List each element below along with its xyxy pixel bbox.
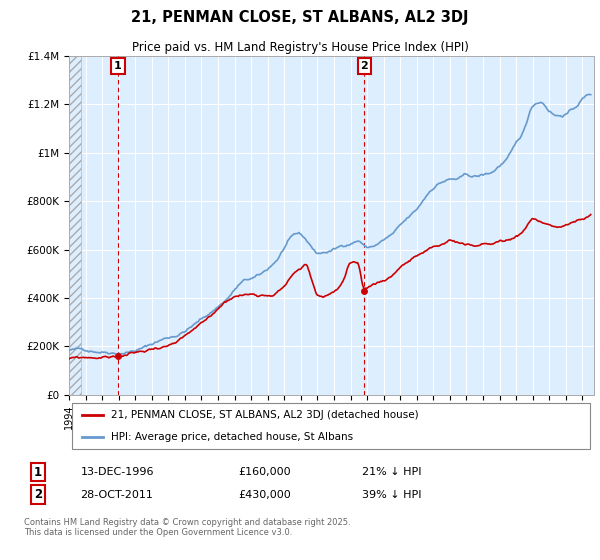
Text: 2: 2 xyxy=(361,61,368,71)
Text: 21, PENMAN CLOSE, ST ALBANS, AL2 3DJ (detached house): 21, PENMAN CLOSE, ST ALBANS, AL2 3DJ (de… xyxy=(111,410,419,420)
Text: 2: 2 xyxy=(34,488,42,501)
Text: 28-OCT-2011: 28-OCT-2011 xyxy=(80,489,153,500)
Text: Contains HM Land Registry data © Crown copyright and database right 2025.
This d: Contains HM Land Registry data © Crown c… xyxy=(24,518,350,537)
Text: 21% ↓ HPI: 21% ↓ HPI xyxy=(362,467,422,477)
Text: 13-DEC-1996: 13-DEC-1996 xyxy=(80,467,154,477)
Text: 21, PENMAN CLOSE, ST ALBANS, AL2 3DJ: 21, PENMAN CLOSE, ST ALBANS, AL2 3DJ xyxy=(131,11,469,25)
Text: 1: 1 xyxy=(34,465,42,479)
Text: 1: 1 xyxy=(114,61,122,71)
FancyBboxPatch shape xyxy=(71,404,590,449)
Text: HPI: Average price, detached house, St Albans: HPI: Average price, detached house, St A… xyxy=(111,432,353,442)
Text: £160,000: £160,000 xyxy=(238,467,291,477)
Text: 39% ↓ HPI: 39% ↓ HPI xyxy=(362,489,422,500)
Text: £430,000: £430,000 xyxy=(238,489,291,500)
Text: Price paid vs. HM Land Registry's House Price Index (HPI): Price paid vs. HM Land Registry's House … xyxy=(131,41,469,54)
